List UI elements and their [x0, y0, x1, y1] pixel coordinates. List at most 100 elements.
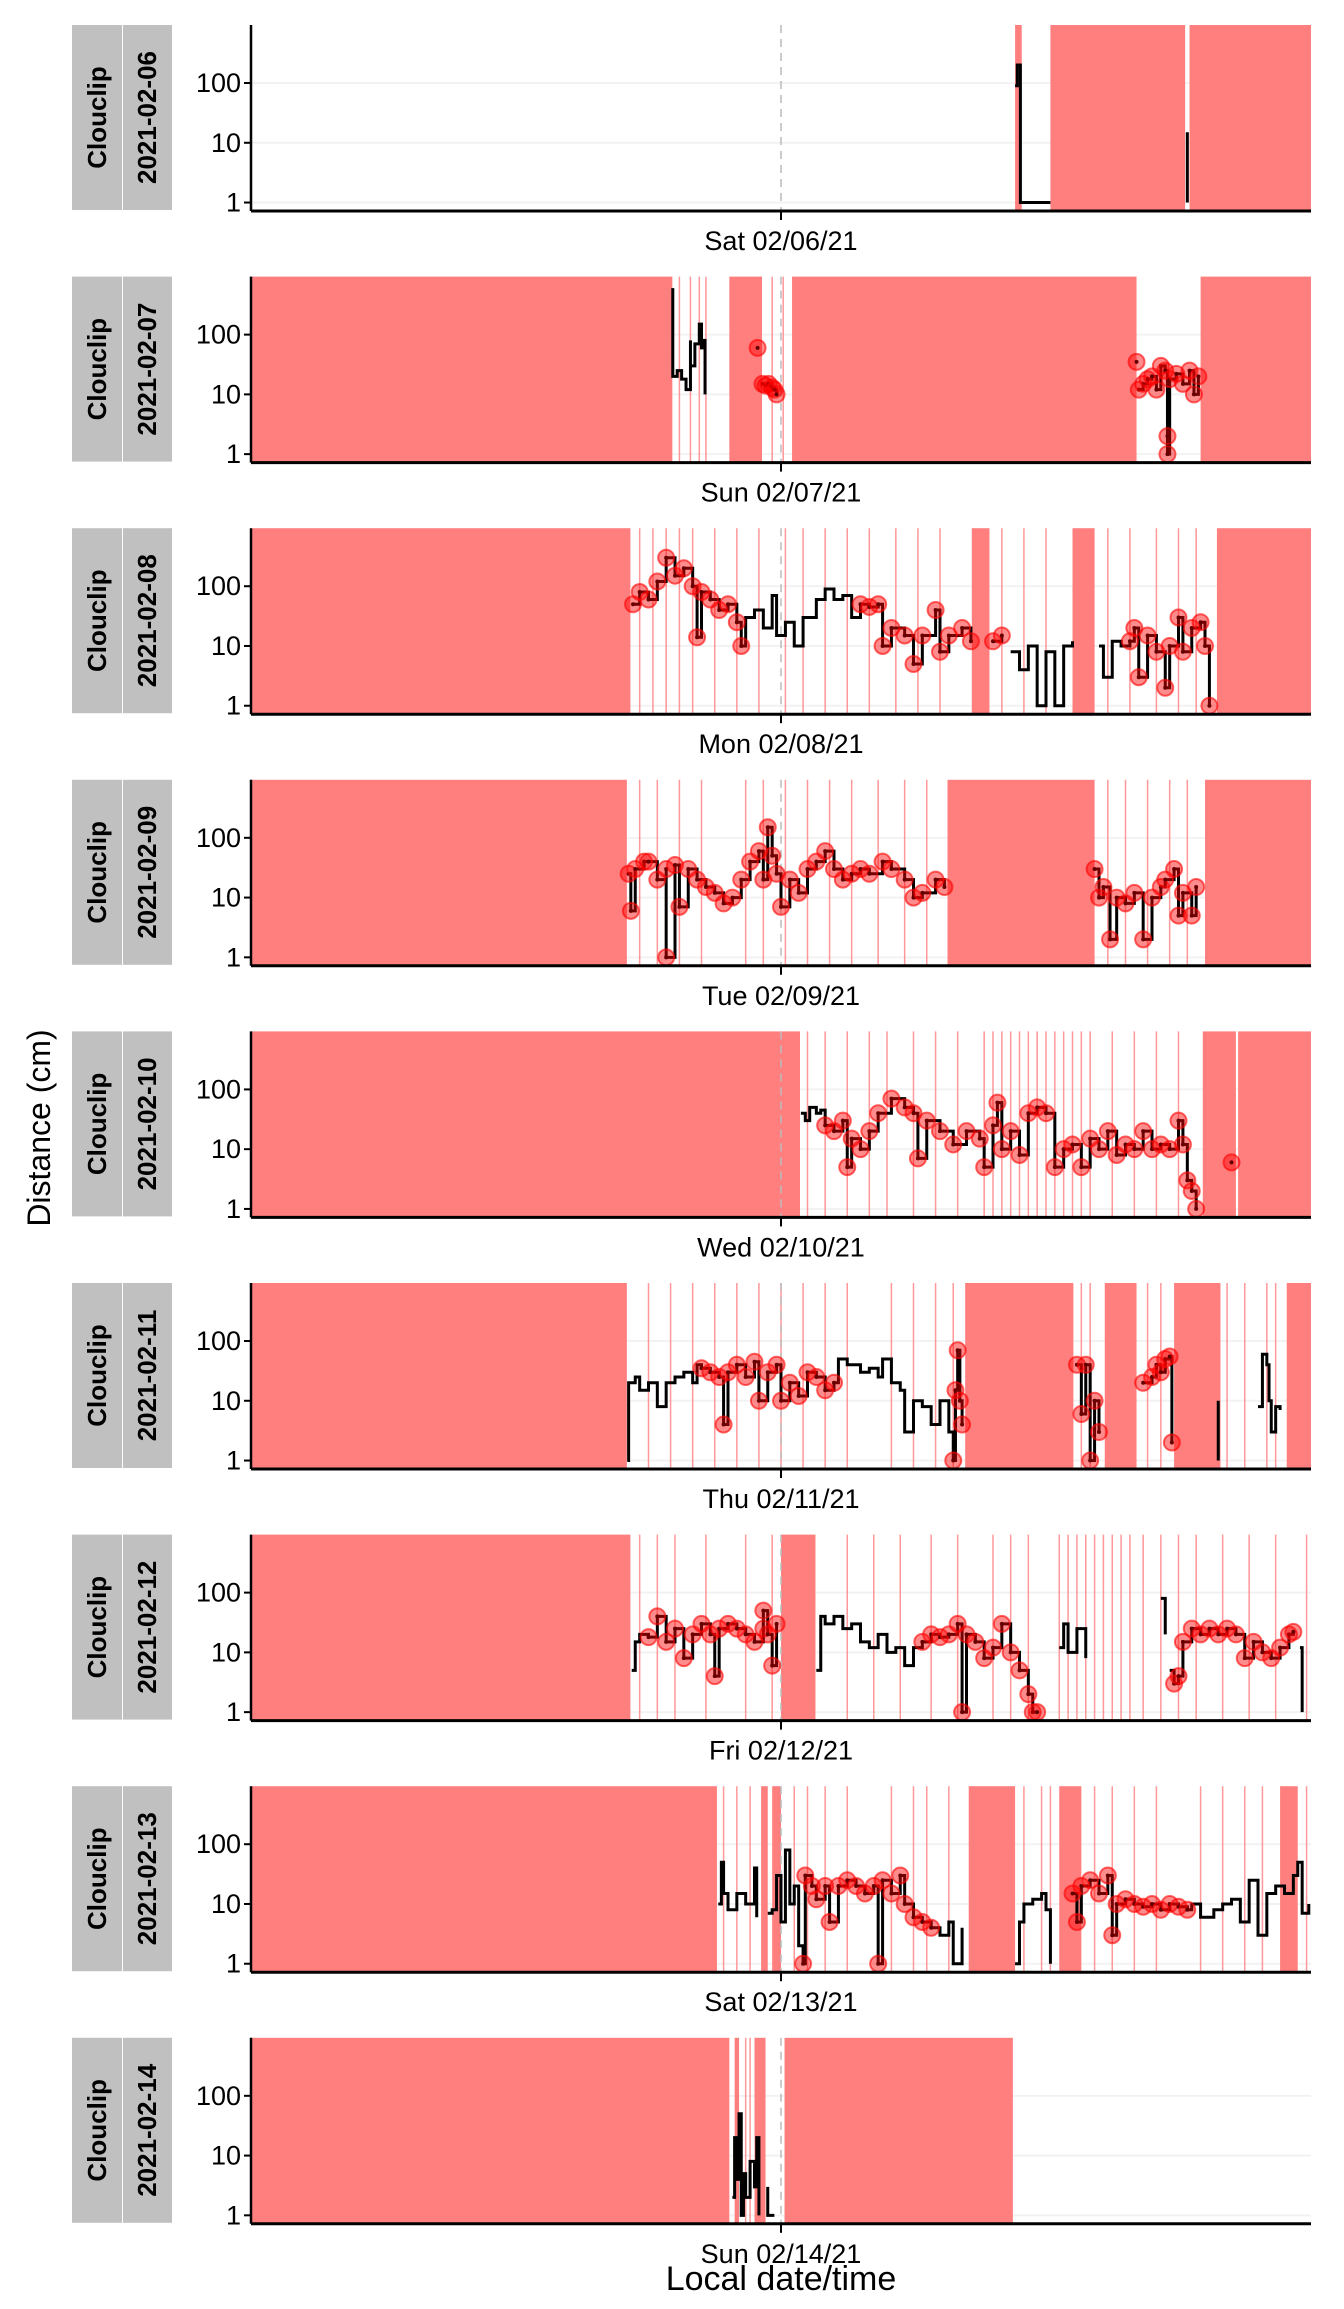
flagged-point-center: [867, 1129, 872, 1134]
flagged-point-center: [823, 1123, 828, 1128]
flagged-point-center: [858, 1147, 863, 1152]
flagged-point-center: [734, 1626, 739, 1631]
strip-background-date: [123, 25, 172, 210]
flagged-point-center: [637, 590, 642, 595]
flagged-point-center: [951, 1458, 956, 1463]
flagged-point-center: [1136, 675, 1141, 680]
flagged-interval-shade: [1015, 25, 1022, 210]
flagged-point-center: [1180, 1142, 1185, 1147]
y-tick-label: 10: [211, 379, 241, 409]
facet-panel-2021-02-07: Clouclip 2021-02-07 1 10 100 Sun 02/07/21: [72, 276, 1311, 508]
flagged-point-center: [1203, 643, 1207, 648]
flagged-interval-shade: [251, 1786, 717, 1972]
flagged-point-center: [1207, 703, 1212, 708]
flagged-interval-shade: [251, 1534, 631, 1720]
y-tick-label: 1: [226, 188, 241, 218]
flagged-point-center: [1114, 895, 1119, 900]
y-tick-label: 1: [226, 1697, 241, 1727]
flagged-point-center: [933, 877, 938, 882]
strip-background-date: [123, 1031, 172, 1217]
flagged-point-center: [712, 1674, 717, 1679]
flagged-point-center: [681, 1656, 686, 1661]
flagged-point-center: [1233, 1632, 1238, 1637]
flagged-point-center: [1088, 1458, 1093, 1463]
flagged-point-center: [814, 1897, 819, 1902]
flagged-interval-shade: [784, 2037, 1013, 2223]
flagged-interval-shade: [251, 276, 673, 462]
distance-series-line: [671, 288, 707, 395]
flagged-point-center: [1070, 1891, 1075, 1896]
flagged-point-center: [999, 633, 1004, 638]
flagged-interval-shade: [947, 779, 1095, 965]
flagged-point-center: [1286, 1632, 1291, 1637]
distance-series-line: [1015, 63, 1051, 205]
flagged-point-center: [1088, 1878, 1093, 1883]
flagged-point-center: [982, 1165, 987, 1170]
flagged-point-center: [1097, 1430, 1101, 1435]
strip-date-label: 2021-02-10: [132, 1057, 162, 1190]
flagged-point-center: [664, 955, 669, 960]
y-tick-label: 100: [196, 68, 241, 98]
flagged-point-center: [708, 1632, 713, 1637]
flagged-point-center: [1172, 867, 1177, 872]
flagged-point-center: [1141, 1380, 1146, 1385]
flagged-point-center: [862, 1891, 867, 1896]
flagged-point-center: [1035, 1710, 1040, 1715]
strip-device-label: Clouclip: [82, 1324, 112, 1427]
flagged-point-center: [995, 1100, 1000, 1105]
strip-date-label: 2021-02-12: [132, 1561, 162, 1694]
flagged-point-center: [1127, 639, 1132, 644]
flagged-point-center: [1097, 1147, 1101, 1152]
flagged-point-center: [823, 849, 828, 854]
flagged-interval-shade: [1286, 1283, 1311, 1468]
strip-device-label: Clouclip: [82, 66, 112, 169]
flagged-point-center: [1083, 1362, 1088, 1367]
flagged-interval-shade: [968, 1786, 1016, 1972]
flagged-point-center: [1225, 1626, 1230, 1631]
flagged-point-center: [717, 607, 722, 612]
flagged-interval-shade: [965, 1283, 1074, 1468]
flagged-point-center: [708, 597, 713, 602]
flagged-point-center: [999, 1147, 1004, 1152]
distance-series-line: [1094, 867, 1198, 941]
flagged-point-center: [1134, 359, 1139, 364]
flagged-point-center: [712, 890, 717, 895]
flagged-point-center: [677, 904, 682, 909]
flagged-point-center: [876, 1111, 881, 1116]
flagged-point-center: [1079, 1883, 1084, 1888]
flagged-point-center: [1154, 649, 1159, 654]
facet-panel-2021-02-11: Clouclip 2021-02-11 1 10 100 Thu 02/11/21: [72, 1283, 1311, 1514]
y-tick-label: 10: [211, 1637, 241, 1667]
flagged-interval-shade: [1050, 25, 1186, 210]
flagged-point-center: [1097, 1891, 1101, 1896]
flagged-point-center: [960, 1422, 965, 1427]
y-tick-label: 100: [196, 1326, 241, 1356]
flagged-point-center: [1278, 1645, 1283, 1650]
strip-background-label: [72, 528, 122, 714]
flagged-point-center: [1008, 1129, 1013, 1134]
strip-background-date: [123, 1534, 172, 1720]
flagged-interval-shade: [1072, 528, 1095, 714]
flagged-point-center: [880, 643, 885, 648]
distance-series-line: [1258, 1352, 1282, 1434]
strip-background-label: [72, 779, 122, 965]
strip-device-label: Clouclip: [82, 2079, 112, 2182]
y-tick-label: 10: [211, 128, 241, 158]
flagged-point-center: [933, 607, 938, 612]
flagged-point-center: [1169, 1440, 1174, 1445]
flagged-point-center: [1198, 1632, 1203, 1637]
flagged-point-center: [1074, 1919, 1079, 1924]
flagged-interval-shade: [251, 2037, 730, 2223]
flagged-interval-shade: [1059, 1786, 1082, 1972]
y-tick-label: 100: [196, 571, 241, 601]
flagged-point-center: [924, 1118, 929, 1123]
flagged-point-center: [880, 859, 885, 864]
flagged-point-center: [902, 1901, 907, 1906]
flagged-point-center: [774, 871, 779, 876]
flagged-point-center: [889, 1891, 894, 1896]
flagged-point-center: [1165, 434, 1170, 439]
x-tick-label: Fri 02/12/21: [709, 1736, 853, 1766]
flagged-point-center: [1176, 615, 1181, 620]
flagged-point-center: [1189, 1626, 1194, 1631]
flagged-point-center: [955, 1348, 960, 1353]
